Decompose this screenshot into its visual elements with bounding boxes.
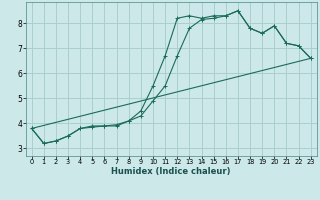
X-axis label: Humidex (Indice chaleur): Humidex (Indice chaleur) — [111, 167, 231, 176]
